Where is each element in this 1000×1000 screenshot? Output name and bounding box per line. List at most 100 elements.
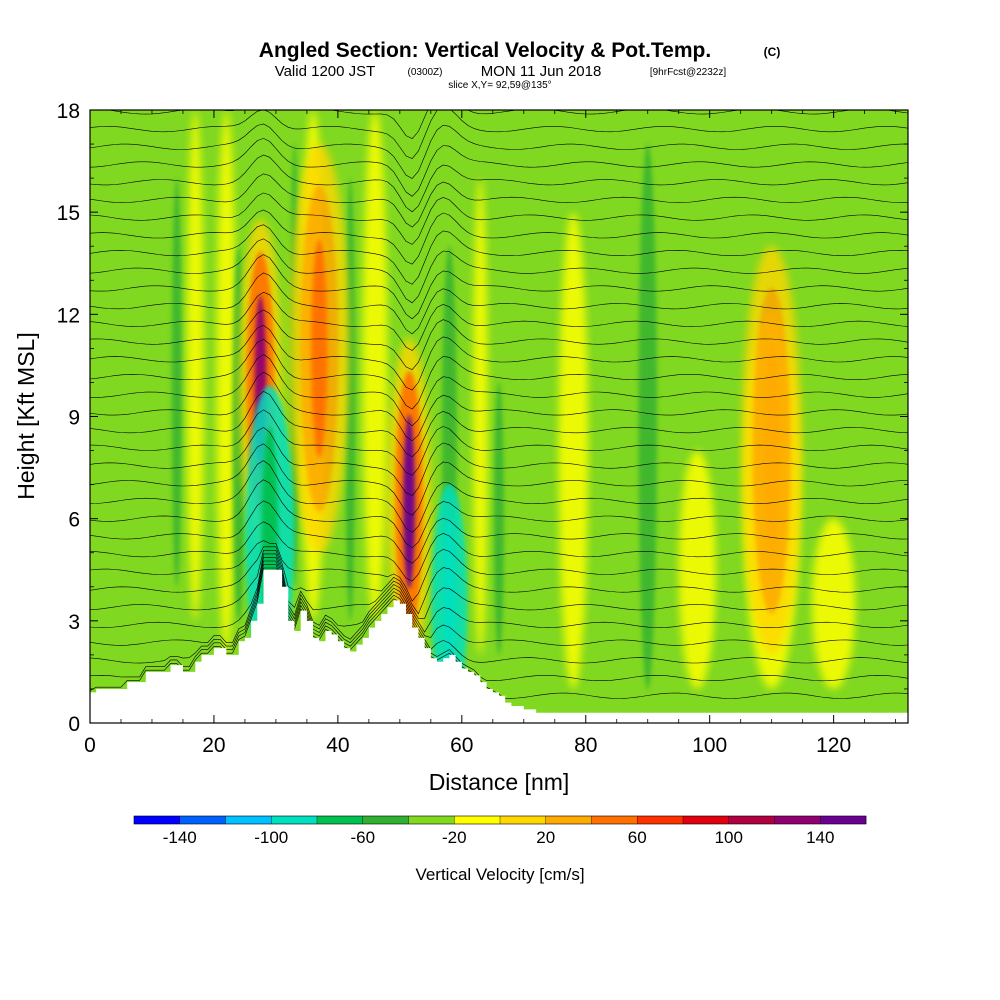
feature-updraft (311, 239, 328, 458)
y-tick-label: 0 (68, 713, 80, 736)
weak-updraft-band (472, 178, 488, 655)
subtitle-forecast: [9hrFcst@2232z] (650, 67, 727, 78)
y-tick-label: 12 (57, 304, 80, 327)
colorbar-swatch (774, 816, 821, 824)
x-axis: 0 20 40 60 80 100 120 (84, 110, 897, 757)
isentrope-line (90, 138, 908, 197)
colorbar-tick-label: 100 (715, 828, 743, 847)
colorbar-label: Vertical Velocity [cm/s] (415, 865, 584, 884)
terrain (90, 569, 908, 723)
isentrope-line (90, 238, 908, 304)
subtitle-date: MON 11 Jun 2018 (481, 63, 602, 80)
colorbar: -140 -100 -60 -20 20 60 100 140 (133, 815, 867, 847)
potential-temperature-contours (90, 110, 908, 699)
isentrope-line (90, 309, 908, 370)
isentrope-line (90, 123, 908, 179)
isentrope-line (90, 553, 908, 633)
y-tick-label: 15 (57, 202, 80, 225)
isentrope-line (90, 338, 908, 410)
isentrope-line (90, 540, 908, 602)
plot-area (90, 110, 908, 723)
x-tick-label: 100 (692, 734, 727, 757)
x-axis-label: Distance [nm] (429, 769, 570, 795)
subtitle-valid: Valid 1200 JST (275, 63, 376, 80)
isentrope-line (90, 546, 908, 615)
y-axis: 0 3 6 9 12 15 18 (57, 100, 908, 736)
isentrope-line (90, 209, 908, 265)
chart-title-tag: (C) (764, 45, 781, 59)
x-tick-label: 0 (84, 734, 96, 757)
isentrope-line (90, 192, 908, 245)
x-tick-label: 120 (816, 734, 851, 757)
colorbar-swatch (454, 816, 501, 824)
isentrope-line (90, 460, 908, 533)
y-tick-label: 6 (68, 509, 80, 532)
colorbar-swatch (820, 816, 867, 824)
subtitle-utc: (0300Z) (407, 67, 442, 78)
isentrope-line (90, 173, 908, 228)
isentrope-line (90, 549, 908, 619)
isentrope-line (90, 224, 908, 285)
y-tick-label: 18 (57, 100, 80, 123)
slice-label: slice X,Y= 92,59@135° (448, 80, 551, 91)
isentrope-line (90, 443, 908, 516)
colorbar-swatch (134, 816, 181, 824)
colorbar-tick-label: -100 (254, 828, 288, 847)
isentrope-line (90, 427, 908, 496)
isentrope-line (90, 409, 908, 476)
weak-updraft-band (678, 450, 716, 689)
colorbar-swatch (500, 816, 547, 824)
isentrope-line (90, 272, 908, 335)
isentrope-line (90, 291, 908, 351)
y-tick-label: 3 (68, 611, 80, 634)
colorbar-swatch (545, 816, 592, 824)
isentrope-line (90, 391, 908, 458)
feature-updraft (403, 414, 416, 589)
weak-updraft-band (558, 212, 589, 689)
downdraft-strip (494, 382, 504, 655)
chart-title-group: Angled Section: Vertical Velocity & Pot.… (259, 39, 781, 62)
colorbar-swatch (362, 816, 409, 824)
colorbar-swatch (179, 816, 226, 824)
colorbar-tick-label: -60 (350, 828, 375, 847)
weak-updraft-band (811, 518, 856, 689)
y-tick-label: 9 (68, 407, 80, 430)
isentrope-line (90, 560, 908, 664)
weak-updraft-band (186, 110, 205, 621)
x-tick-label: 40 (326, 734, 349, 757)
colorbar-tick-label: 60 (628, 828, 647, 847)
isentrope-line (90, 521, 908, 582)
colorbar-swatch (728, 816, 775, 824)
isentrope-line (90, 354, 908, 427)
feature-downdraft (443, 516, 456, 691)
isentrope-line (90, 110, 908, 159)
isentrope-line (90, 371, 908, 442)
isentrope-line (90, 557, 908, 646)
x-tick-label: 60 (450, 734, 473, 757)
isentrope-line (90, 479, 908, 549)
colorbar-swatch (408, 816, 455, 824)
x-tick-label: 20 (202, 734, 225, 757)
colorbar-tick-label: -140 (163, 828, 197, 847)
colorbar-swatch (225, 816, 272, 824)
downdraft-strip (171, 178, 182, 587)
colorbar-swatch (683, 816, 730, 824)
y-axis-label: Height [Kft MSL] (13, 332, 39, 499)
colorbar-tick-label: 140 (806, 828, 834, 847)
chart-subtitle-group: Valid 1200 JST (0300Z) MON 11 Jun 2018 [… (275, 63, 727, 80)
colorbar-swatch (317, 816, 364, 824)
weak-updraft-band (362, 110, 388, 621)
isentrope-line (90, 154, 908, 213)
feature-weak-updraft (763, 341, 780, 560)
chart-title: Angled Section: Vertical Velocity & Pot.… (259, 39, 711, 62)
isentrope-line (90, 500, 908, 564)
isentrope-line (90, 324, 908, 391)
isentrope-line (90, 254, 908, 320)
colorbar-tick-label: -20 (442, 828, 467, 847)
colorbar-swatch (271, 816, 318, 824)
colorbar-tick-label: 20 (536, 828, 555, 847)
x-tick-label: 80 (574, 734, 597, 757)
downdraft-strip (638, 144, 658, 689)
colorbar-swatch (591, 816, 638, 824)
